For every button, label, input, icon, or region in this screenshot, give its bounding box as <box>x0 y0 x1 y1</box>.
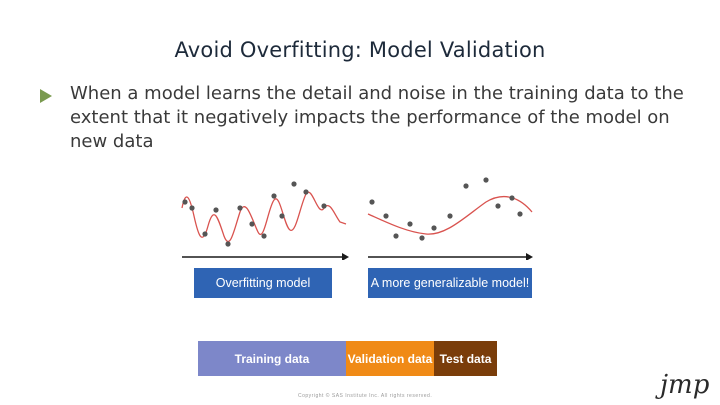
overfit-points <box>182 181 327 247</box>
data-point <box>189 205 195 211</box>
data-point <box>261 233 267 239</box>
jmp-logo: jmp <box>660 370 710 400</box>
general-points <box>369 177 523 241</box>
data-point <box>291 181 297 187</box>
x-axis-arrow <box>526 253 533 260</box>
overfitting-caption: Overfitting model <box>194 268 332 298</box>
data-point <box>463 183 469 189</box>
data-point <box>517 211 523 217</box>
data-point <box>321 203 327 209</box>
data-point <box>447 213 453 219</box>
data-point <box>495 203 501 209</box>
data-point <box>182 199 188 205</box>
training-data-segment: Training data <box>198 341 346 376</box>
data-point <box>419 235 425 241</box>
data-point <box>213 207 219 213</box>
overfitting-plot <box>181 181 349 260</box>
data-point <box>407 221 413 227</box>
data-point <box>509 195 515 201</box>
data-point <box>249 221 255 227</box>
validation-data-segment: Validation data <box>346 341 434 376</box>
page-title: Avoid Overfitting: Model Validation <box>174 38 546 62</box>
data-point <box>393 233 399 239</box>
data-point <box>237 205 243 211</box>
generalizable-caption: A more generalizable model! <box>368 268 532 298</box>
bullet-text: When a model learns the detail and noise… <box>70 83 684 152</box>
overfit-curve <box>181 191 347 243</box>
data-point <box>383 213 389 219</box>
data-point <box>303 189 309 195</box>
data-point <box>369 199 375 205</box>
copyright-footer: Copyright © SAS Institute Inc. All right… <box>298 393 433 399</box>
data-point <box>431 225 437 231</box>
data-point <box>225 241 231 247</box>
test-data-segment: Test data <box>434 341 497 376</box>
bullet-marker-icon <box>40 89 52 103</box>
data-point <box>483 177 489 183</box>
data-point <box>279 213 285 219</box>
x-axis-arrow <box>342 253 349 260</box>
data-point <box>202 231 208 237</box>
generalizable-plot <box>367 177 533 260</box>
data-point <box>271 193 277 199</box>
